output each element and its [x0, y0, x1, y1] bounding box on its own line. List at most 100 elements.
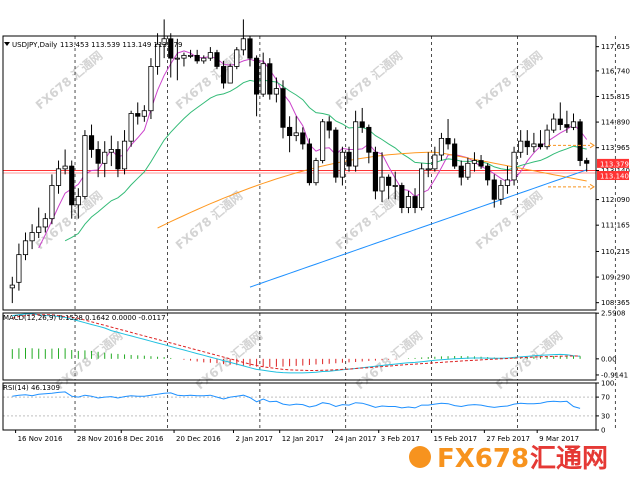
candle-body	[333, 129, 339, 178]
candle-body	[584, 160, 590, 164]
candle	[333, 127, 339, 183]
candle-body	[372, 151, 379, 192]
candle-body	[201, 57, 207, 62]
candle	[471, 152, 478, 172]
candle	[135, 102, 141, 125]
candle-body	[75, 196, 81, 206]
candle	[168, 33, 174, 78]
date-tick-label: 12 Jan 2017	[282, 435, 324, 443]
candle	[247, 36, 253, 67]
candle-body	[108, 149, 114, 153]
candle-body	[141, 110, 147, 117]
candle	[577, 119, 583, 167]
candle	[260, 52, 266, 97]
candle	[207, 47, 213, 61]
candle-body	[128, 113, 134, 142]
candle	[88, 124, 95, 158]
candle	[498, 179, 504, 205]
candle-body	[511, 151, 517, 181]
candle-body	[485, 165, 491, 181]
candle-body	[36, 226, 42, 233]
candle	[254, 55, 260, 117]
candle	[353, 110, 359, 172]
bid-price-label: 113.379	[600, 160, 629, 168]
candle-body	[353, 121, 359, 167]
candle-body	[425, 168, 431, 171]
ma-long-line	[249, 169, 587, 288]
candle	[537, 130, 544, 150]
candle	[366, 124, 372, 164]
candle	[386, 174, 392, 200]
candle	[9, 276, 15, 304]
candle	[181, 52, 187, 67]
candle-body	[154, 43, 161, 67]
macd-label: MACD(12,26,9) 0.1528 0.1642 0.0000 -0.01…	[3, 314, 166, 322]
macd-tick-label: 0.00	[601, 355, 617, 363]
candle	[121, 130, 128, 175]
candle	[62, 149, 68, 175]
candle	[214, 49, 220, 70]
candle	[557, 102, 563, 131]
candle	[154, 33, 161, 75]
candle-body	[29, 232, 35, 242]
ma-fast-line	[38, 50, 588, 249]
projection-arrow-head	[589, 142, 595, 149]
candle-body	[471, 160, 478, 164]
candle-body	[42, 218, 48, 228]
candle	[399, 182, 405, 214]
candle-body	[82, 135, 88, 197]
candle-body	[438, 138, 445, 156]
candle	[49, 174, 55, 225]
rsi-frame	[2, 382, 597, 431]
candle-body	[504, 179, 511, 186]
candle-body	[16, 254, 22, 283]
candle-body	[273, 88, 279, 95]
candle-body	[234, 49, 240, 67]
candle-body	[55, 168, 62, 186]
candle	[240, 19, 246, 56]
candle	[161, 19, 167, 59]
candle-body	[386, 176, 392, 186]
macd-frame	[2, 312, 597, 381]
candle	[141, 105, 147, 122]
candle	[293, 116, 299, 142]
date-tick-label: 20 Dec 2016	[176, 435, 221, 443]
ohlc-readout: 113.453 113.539 113.149 113.379	[60, 41, 182, 49]
candle-body	[287, 126, 293, 137]
candle-body	[478, 160, 484, 167]
candle	[359, 107, 365, 133]
candle	[346, 146, 352, 172]
candle-body	[22, 240, 29, 256]
candle	[326, 116, 332, 139]
candle-body	[62, 165, 68, 170]
candle-body	[405, 196, 412, 208]
candle	[372, 146, 379, 200]
candle-body	[9, 284, 15, 289]
price-tick-label: 116.740	[601, 67, 630, 75]
level-price-box	[597, 171, 629, 181]
candle	[102, 141, 108, 178]
candle	[445, 119, 451, 150]
candle	[544, 124, 550, 150]
candle-body	[280, 88, 286, 128]
candle	[511, 146, 517, 186]
candle	[220, 60, 227, 89]
candle-body	[260, 63, 266, 95]
candle-body	[419, 168, 425, 208]
candle-body	[320, 121, 326, 161]
brand-logo-fx: FX678	[437, 444, 529, 474]
candle-body	[551, 118, 557, 131]
rsi-tick-label: 30	[601, 412, 610, 420]
candle	[280, 80, 286, 139]
candle	[432, 146, 438, 172]
candle	[55, 160, 62, 194]
candle	[36, 207, 42, 239]
candle-body	[491, 179, 497, 200]
candle-body	[379, 176, 385, 192]
candle	[313, 157, 319, 186]
candle	[584, 157, 590, 172]
rsi-tick-label: 100	[601, 380, 614, 388]
candle	[75, 188, 81, 219]
